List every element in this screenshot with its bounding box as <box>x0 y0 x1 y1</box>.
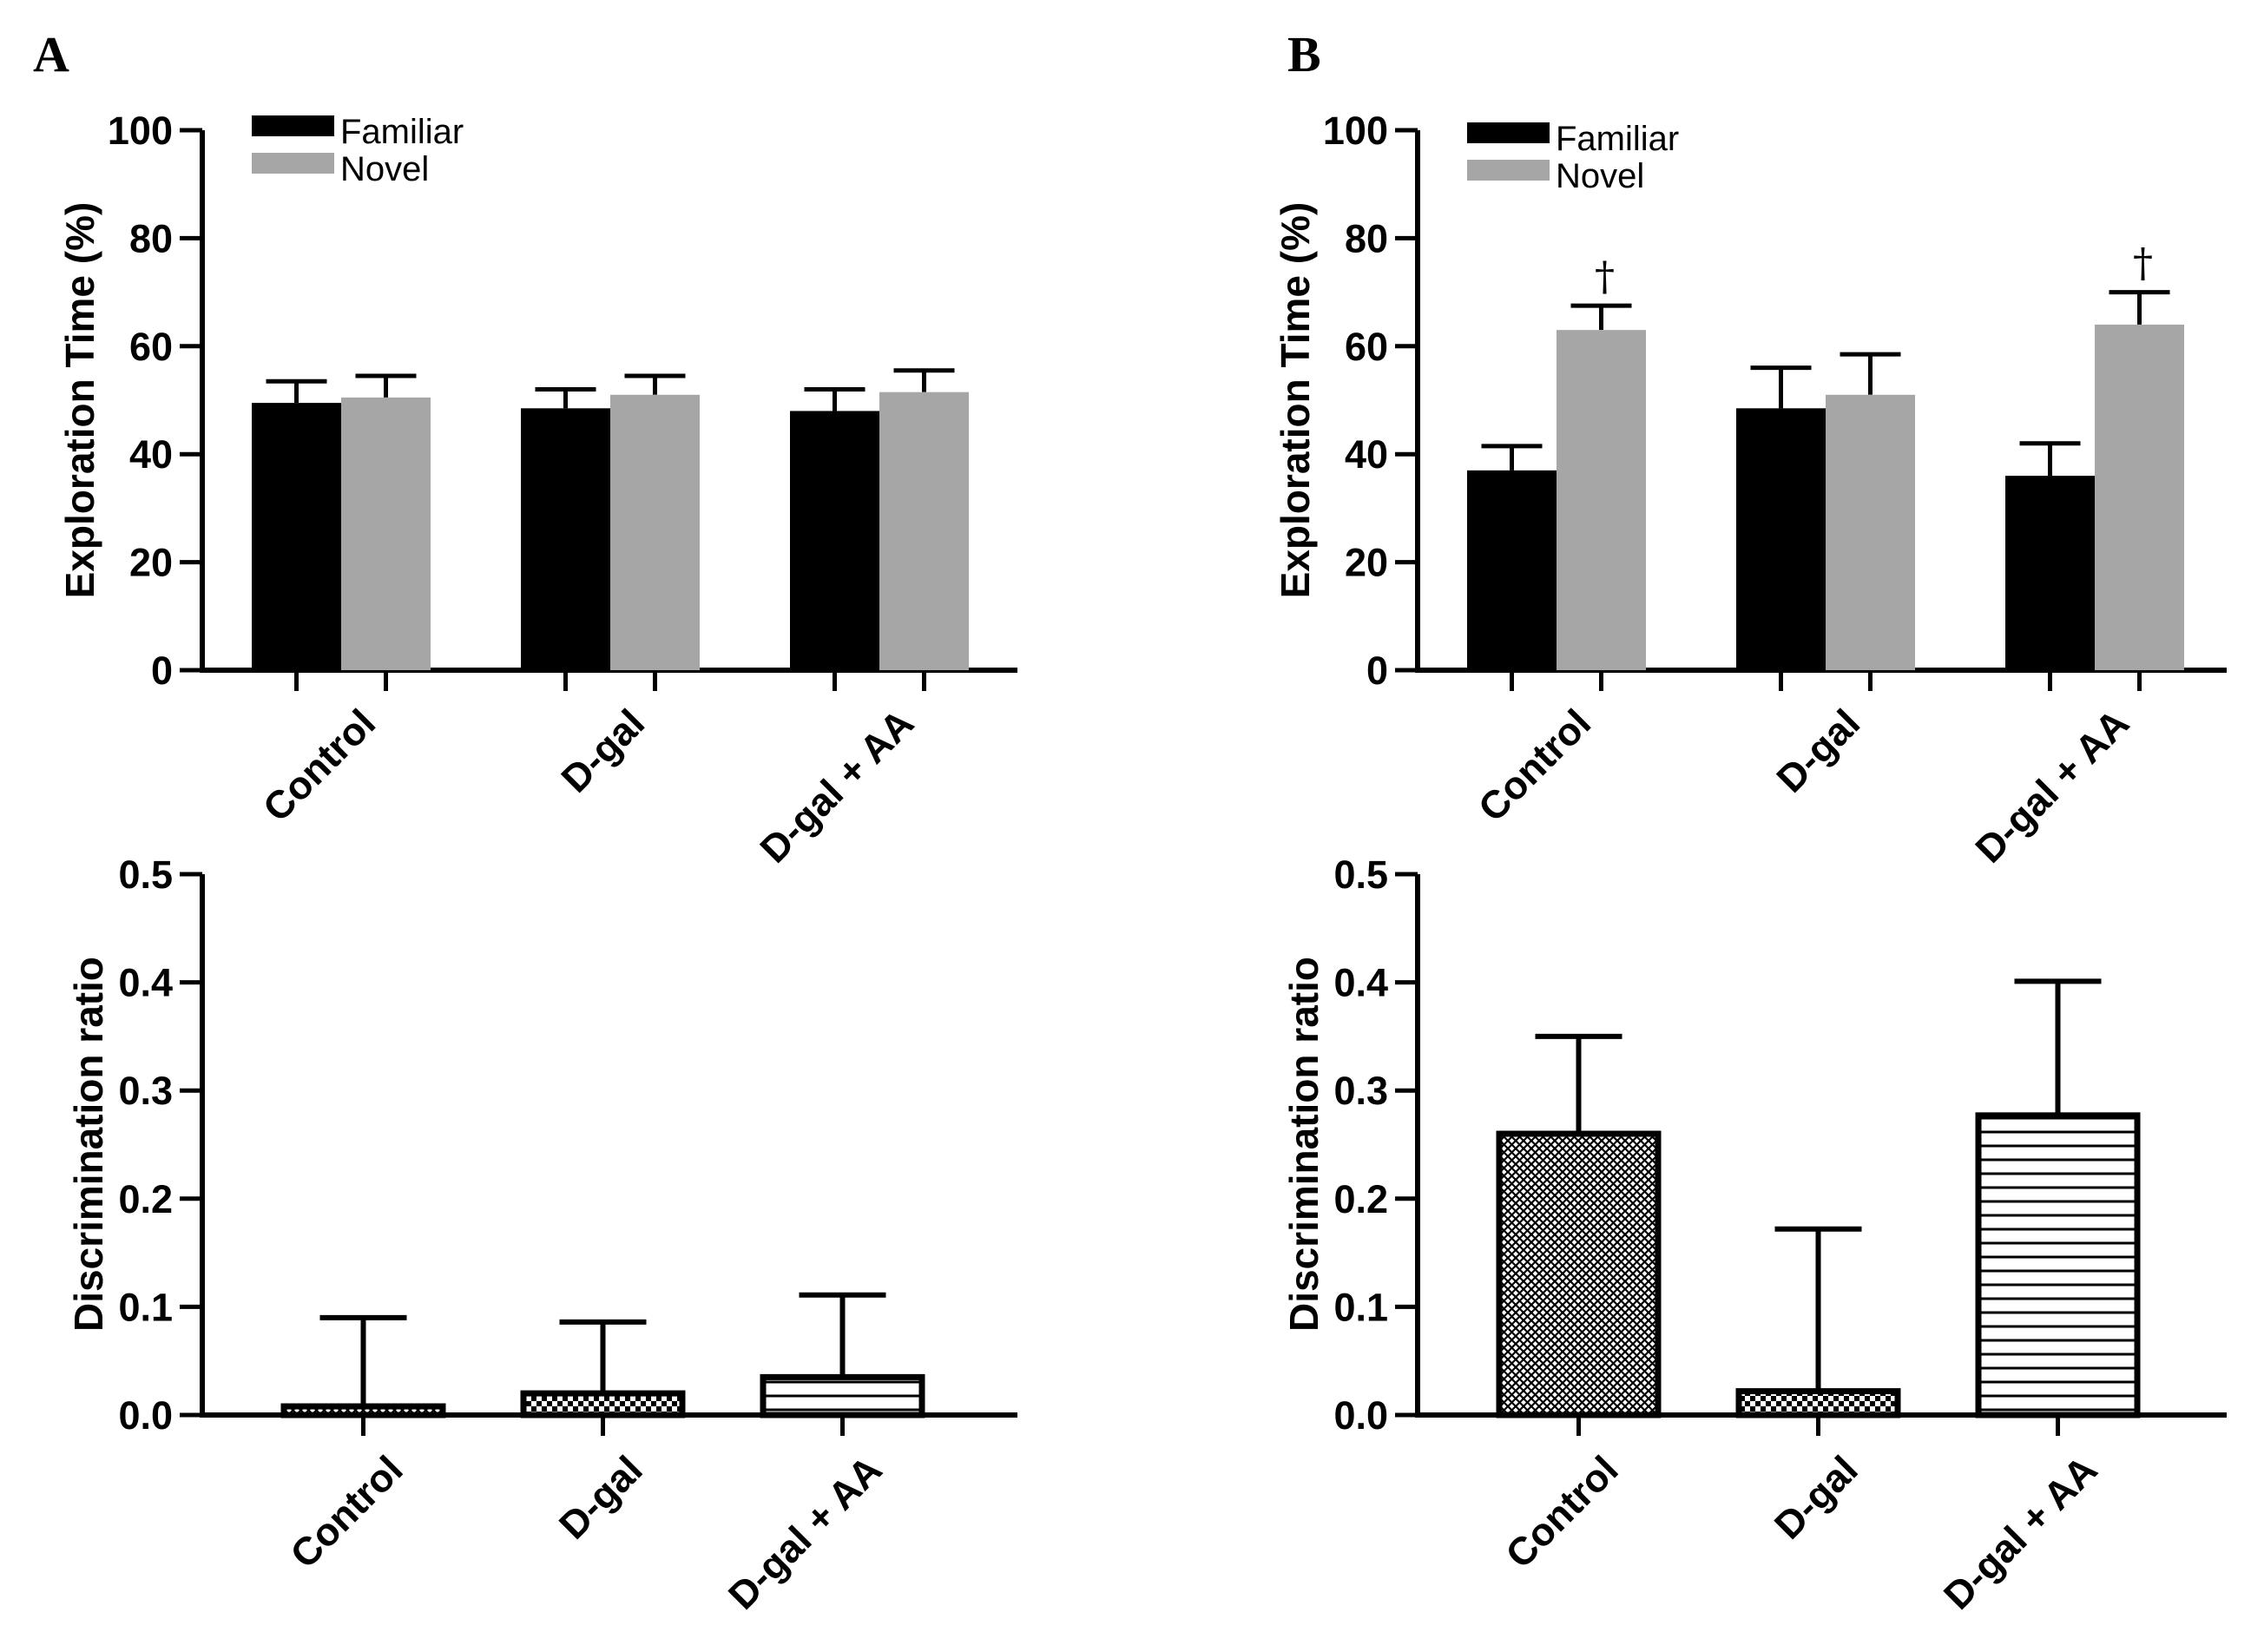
y-tick-label: 0.2 <box>118 1177 173 1221</box>
bar-d-gal <box>1735 1388 1901 1418</box>
chart-panel-2: B 0 20 40 60 80 100 Exploration Time (%) Control… <box>1273 26 2227 872</box>
y-tick-label: 0.4 <box>118 961 173 1005</box>
y-tick-label: 0 <box>151 648 173 693</box>
bar-novel-control <box>341 397 431 670</box>
panel-letter: B <box>1287 26 1321 82</box>
category-label: Control <box>281 1447 411 1576</box>
y-tick-label: 0.1 <box>118 1285 173 1329</box>
y-axis-title: Exploration Time (%) <box>1273 202 1318 599</box>
y-axis-title: Discrimination ratio <box>1281 957 1326 1332</box>
bar-control <box>280 1403 446 1418</box>
bar-familiar-control <box>252 403 341 670</box>
legend-swatch-novel <box>1467 160 1550 181</box>
category-label: D-gal + AA <box>720 1447 891 1618</box>
legend-label: Familiar <box>1556 120 1679 158</box>
y-tick-label: 100 <box>108 109 173 153</box>
y-tick-label: 0.1 <box>1333 1285 1388 1329</box>
category-label: Control <box>1497 1447 1626 1576</box>
legend-label: Familiar <box>340 113 464 151</box>
bar-control <box>1496 1130 1662 1418</box>
bar-novel-d-gal <box>1826 394 1915 670</box>
y-tick-label: 0.5 <box>118 852 173 897</box>
y-tick-label: 60 <box>129 325 173 369</box>
bar-familiar-control <box>1467 470 1557 670</box>
bar-d-gal-aa <box>1975 1112 2141 1418</box>
category-label: D-gal <box>1766 1447 1866 1548</box>
category-label: D-gal <box>1768 701 1869 801</box>
category-label: D-gal + AA <box>1966 701 2137 872</box>
category-label: Control <box>1470 701 1599 830</box>
bar-d-gal-aa <box>760 1373 925 1418</box>
y-tick-label: 100 <box>1323 109 1388 153</box>
y-tick-label: 0 <box>1366 648 1388 693</box>
legend-swatch-familiar <box>1467 122 1550 143</box>
bar-novel-d-gal-aa <box>2095 324 2184 670</box>
y-axis-title: Discrimination ratio <box>66 957 111 1332</box>
legend-swatch-novel <box>252 153 334 174</box>
legend-label: Novel <box>340 150 429 188</box>
y-tick-label: 80 <box>1345 216 1388 260</box>
chart-panel-3: 0.0 0.1 0.2 0.3 0.4 0.5 Discrimination ratio Co… <box>66 852 1017 1618</box>
significance-mark: † <box>2133 240 2153 286</box>
bar-familiar-d-gal-aa <box>790 411 879 670</box>
y-tick-label: 0.4 <box>1333 961 1388 1005</box>
y-tick-label: 0.0 <box>1333 1393 1388 1438</box>
y-tick-label: 0.3 <box>1333 1069 1388 1113</box>
chart-panel-1: A 0 20 40 60 80 100 Exploration Time (%) Control… <box>33 26 1017 872</box>
y-tick-label: 40 <box>1345 432 1388 477</box>
y-tick-label: 0.2 <box>1333 1177 1388 1221</box>
y-tick-label: 60 <box>1345 325 1388 369</box>
panel-letter: A <box>33 26 69 82</box>
bar-novel-control <box>1557 330 1646 670</box>
legend-swatch-familiar <box>252 115 334 136</box>
bar-novel-d-gal <box>610 394 700 670</box>
category-label: D-gal + AA <box>1935 1447 2106 1618</box>
chart-panel-4: 0.0 0.1 0.2 0.3 0.4 0.5 Discrimination ratio Co… <box>1281 852 2227 1618</box>
bar-d-gal <box>520 1390 686 1418</box>
y-tick-label: 0.0 <box>118 1393 173 1438</box>
bar-novel-d-gal-aa <box>879 392 969 670</box>
bar-familiar-d-gal <box>521 408 610 670</box>
category-label: Control <box>254 701 384 830</box>
legend-label: Novel <box>1556 157 1644 195</box>
y-tick-label: 0.5 <box>1333 852 1388 897</box>
category-label: D-gal + AA <box>751 701 922 872</box>
category-label: D-gal <box>550 1447 651 1548</box>
bar-familiar-d-gal <box>1736 408 1826 670</box>
category-label: D-gal <box>553 701 654 801</box>
y-tick-label: 80 <box>129 216 173 260</box>
y-tick-label: 20 <box>1345 541 1388 585</box>
y-tick-label: 20 <box>129 541 173 585</box>
y-axis-title: Exploration Time (%) <box>57 202 102 599</box>
y-tick-label: 0.3 <box>118 1069 173 1113</box>
y-tick-label: 40 <box>129 432 173 477</box>
bar-familiar-d-gal-aa <box>2005 476 2095 670</box>
significance-mark: † <box>1595 253 1615 299</box>
